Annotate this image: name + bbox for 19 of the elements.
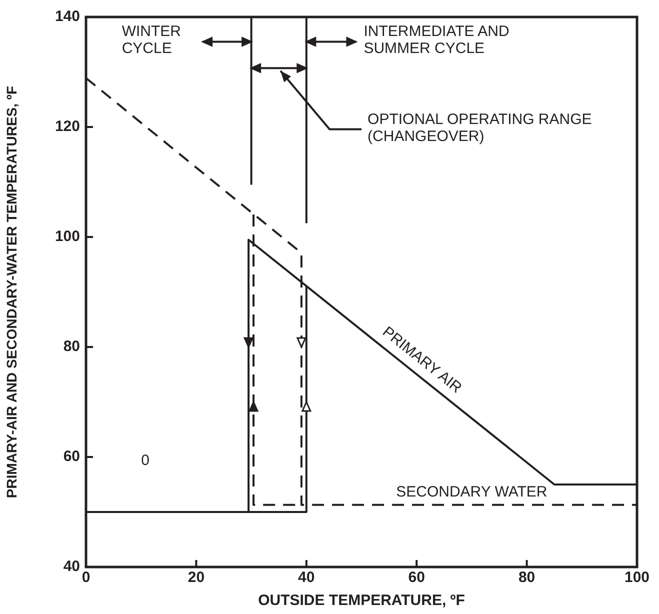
y-tick-label: 40: [63, 558, 80, 576]
x-tick-label: 60: [408, 569, 425, 586]
x-tick-label: 20: [188, 569, 205, 586]
x-tick-label: 80: [518, 569, 536, 586]
series-label: SECONDARY WATER: [396, 484, 548, 501]
y-tick-label: 140: [54, 8, 80, 26]
y-tick-label: 100: [54, 228, 80, 246]
y-tick-label: 120: [54, 118, 80, 136]
y-axis-title: PRIMARY-AIR AND SECONDARY-WATER TEMPERATURES, ºF: [3, 85, 20, 498]
y-tick-label: 80: [63, 338, 80, 356]
x-tick-label: 0: [82, 569, 90, 586]
annotation: INTERMEDIATE AND SUMMER CYCLE: [364, 22, 510, 56]
x-tick-label: 100: [624, 569, 650, 586]
y-tick-label: 60: [63, 448, 80, 466]
x-tick-label: 40: [298, 569, 315, 586]
annotation: OPTIONAL OPERATING RANGE (CHANGEOVER): [368, 110, 593, 144]
annotation: 0: [141, 452, 150, 468]
annotation: WINTER CYCLE: [122, 22, 182, 56]
x-axis-title: OUTSIDE TEMPERATURE, ºF: [258, 592, 465, 610]
